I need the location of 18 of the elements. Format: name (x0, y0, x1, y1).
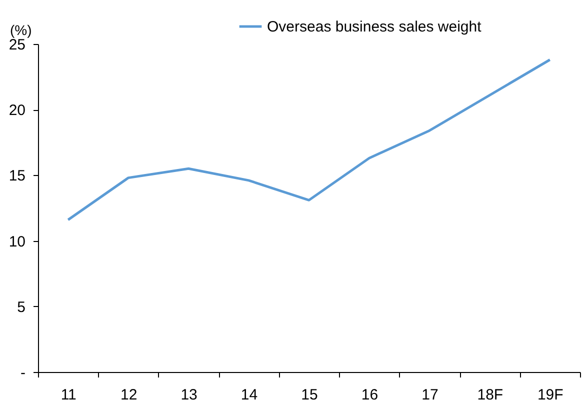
x-tick-label: 19F (537, 386, 564, 404)
y-tick-label: 20 (8, 102, 26, 120)
x-tick-label: 18F (477, 386, 504, 404)
y-axis-title: (%) (10, 22, 32, 38)
y-tick-label: 15 (8, 168, 26, 185)
y-tick-label: - (20, 364, 26, 382)
x-tick-label: 14 (240, 386, 258, 404)
x-tick-label: 12 (120, 386, 138, 404)
x-tick-label: 11 (60, 386, 76, 404)
x-tick-label: 17 (422, 386, 438, 404)
y-tick-label: 25 (8, 36, 26, 54)
line-series (66, 58, 552, 222)
x-tick-label: 15 (301, 386, 318, 404)
y-tick-label: 10 (8, 233, 26, 250)
x-tick-label: 16 (361, 386, 378, 404)
legend-label: Overseas business sales weight (267, 18, 482, 36)
y-tick-label: 5 (17, 298, 26, 316)
x-tick-label: 13 (180, 386, 198, 404)
